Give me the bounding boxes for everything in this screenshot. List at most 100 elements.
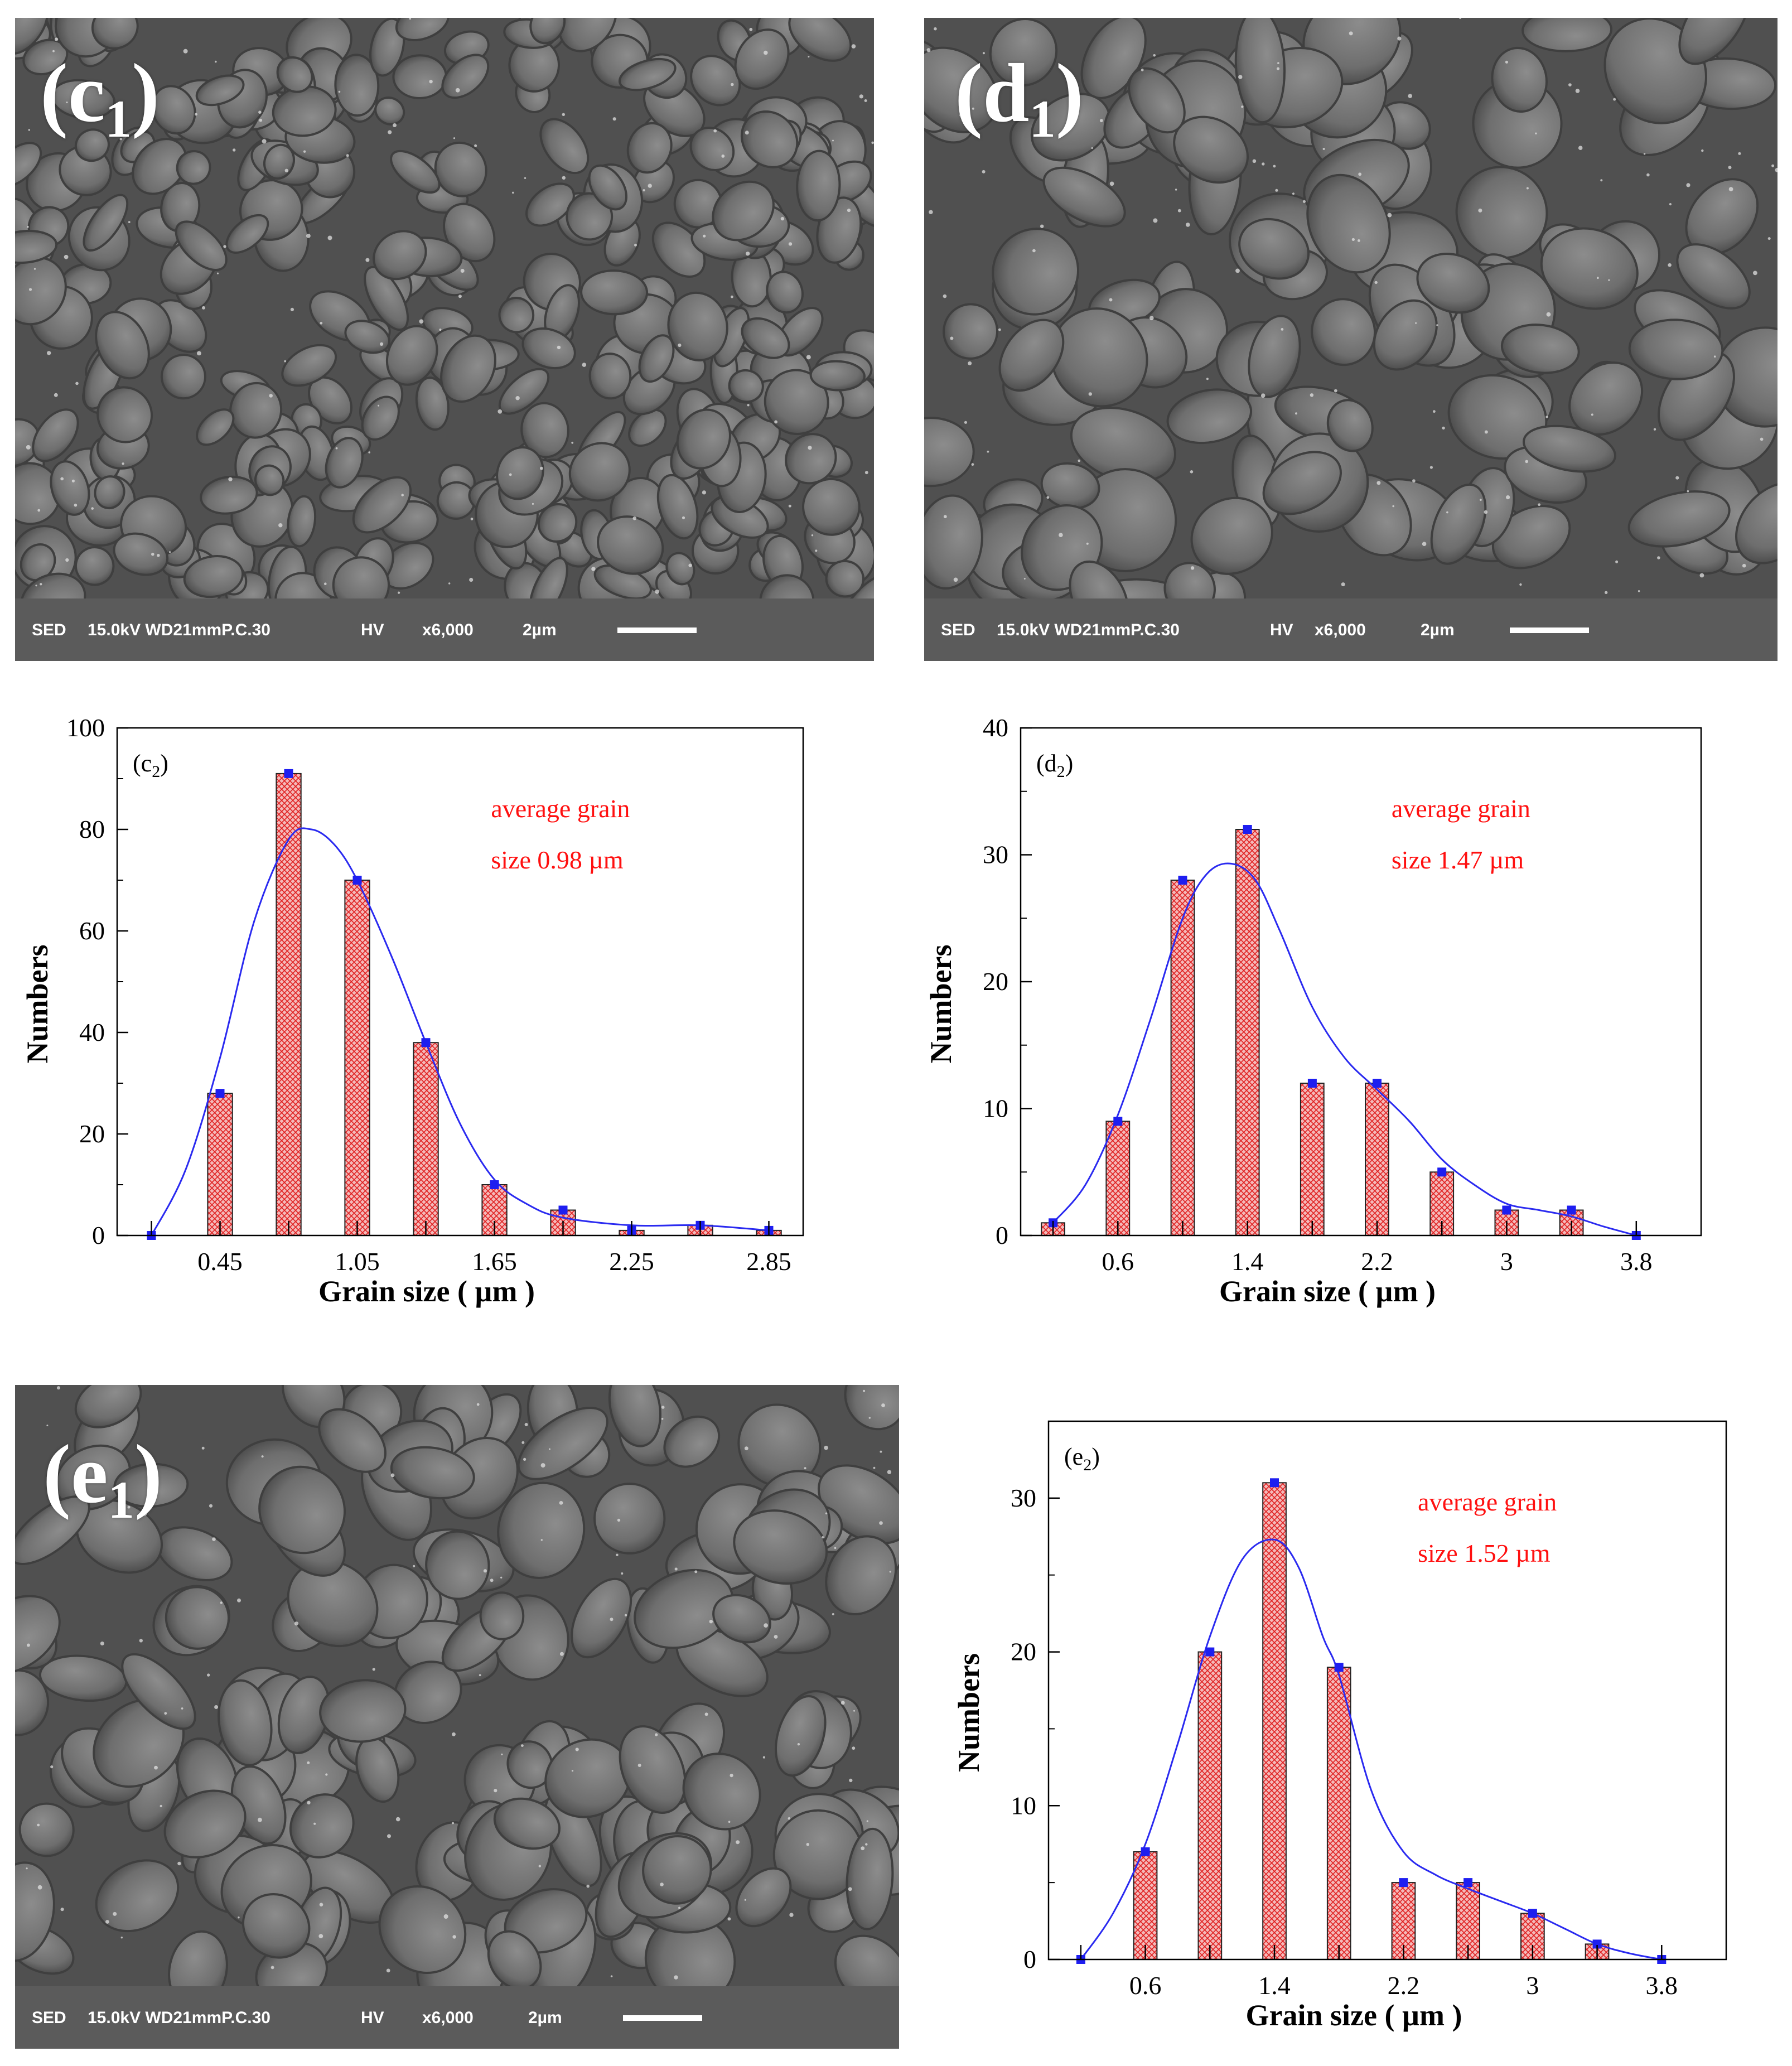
- details-text: 15.0kV WD21mmP.C.30: [88, 621, 271, 639]
- bright-speck: [727, 1917, 731, 1921]
- grain-shape: [94, 475, 125, 510]
- bright-speck: [943, 294, 947, 298]
- bright-speck: [1295, 412, 1297, 415]
- magnification-text: x6,000: [422, 621, 474, 639]
- bright-speck: [1175, 189, 1177, 191]
- grain-shape: [50, 79, 116, 119]
- grain-shape: [281, 344, 337, 387]
- bright-speck: [617, 1518, 621, 1522]
- bright-speck: [521, 1441, 525, 1444]
- grain-shape: [712, 180, 775, 242]
- bright-speck: [501, 1753, 503, 1755]
- grain-shape: [55, 1444, 132, 1511]
- bright-speck: [1206, 378, 1209, 380]
- bright-speck: [294, 1621, 299, 1626]
- bright-speck: [65, 558, 69, 562]
- scale-bar: [617, 627, 697, 633]
- grain-shape: [1311, 298, 1376, 366]
- grain-shape: [676, 408, 731, 470]
- grain-shape: [113, 1462, 189, 1508]
- micrograph-texture: [15, 18, 874, 661]
- bright-speck: [91, 507, 94, 510]
- grain-shape: [1030, 93, 1111, 162]
- panel-label: (c2): [133, 750, 168, 781]
- bright-speck: [1526, 187, 1529, 190]
- bright-speck: [284, 360, 287, 363]
- bright-speck: [721, 155, 725, 158]
- grain-shape: [1523, 424, 1616, 473]
- bright-speck: [1387, 213, 1392, 218]
- bright-speck: [1436, 324, 1438, 326]
- grain-shape: [741, 317, 790, 359]
- annotation-text: size 1.52 µm: [1418, 1539, 1551, 1567]
- grain-shape: [15, 1861, 55, 1962]
- bright-speck: [470, 518, 474, 520]
- bright-speck: [214, 1705, 219, 1709]
- data-marker: [1113, 1117, 1123, 1126]
- bright-speck: [1608, 279, 1610, 281]
- bright-speck: [987, 450, 989, 453]
- bright-speck: [33, 268, 36, 270]
- bright-speck: [378, 404, 380, 407]
- y-tick-label: 0: [1023, 1945, 1036, 1973]
- grain-shape: [667, 291, 728, 361]
- bright-speck: [113, 1911, 117, 1916]
- bright-speck: [632, 516, 637, 520]
- scale-text: 2µm: [523, 621, 557, 639]
- grain-shape: [529, 18, 566, 45]
- bright-speck: [1446, 511, 1448, 514]
- annotation-text: average grain: [1418, 1488, 1557, 1516]
- bright-speck: [154, 1765, 158, 1770]
- bright-speck: [571, 1770, 574, 1772]
- bright-speck: [1376, 481, 1381, 485]
- bright-speck: [100, 1642, 104, 1645]
- chart-svg: 0 10 20 30 0.6 1.4 2.2 3 3.8 Grain size ( µm ) Num…: [952, 1420, 1727, 2032]
- bright-speck: [746, 252, 750, 256]
- grain-shape: [539, 118, 590, 175]
- panel-label: (e2): [1064, 1443, 1100, 1474]
- grain-shape: [352, 476, 412, 534]
- sem-info-bar: SED 15.0kV WD21mmP.C.30 HV x6,000 2µm: [924, 598, 1777, 661]
- bright-speck: [648, 184, 652, 188]
- y-tick-label: 30: [983, 841, 1008, 869]
- bright-speck: [26, 1867, 28, 1870]
- x-axis-label: Grain size ( µm ): [318, 1275, 535, 1308]
- bright-speck: [258, 1817, 262, 1822]
- grain-shape: [1491, 505, 1571, 569]
- bright-speck: [452, 1732, 456, 1736]
- bright-speck: [643, 189, 645, 192]
- bright-speck: [1415, 322, 1417, 324]
- grain-shape: [682, 1753, 761, 1831]
- grain-shape: [91, 18, 139, 50]
- bright-speck: [762, 1756, 765, 1759]
- grain-shape: [1678, 18, 1751, 65]
- bright-speck: [745, 131, 749, 135]
- bright-speck: [562, 113, 565, 116]
- bright-speck: [215, 60, 217, 63]
- grain-shape: [1568, 361, 1644, 436]
- bright-speck: [212, 1537, 216, 1541]
- panel-label-c1: (c1): [40, 47, 160, 148]
- bright-speck: [764, 50, 768, 55]
- grain-shape: [663, 1415, 721, 1468]
- grain-shape: [735, 1867, 792, 1928]
- bright-speck: [26, 445, 31, 450]
- bright-speck: [1349, 31, 1353, 36]
- y-tick-label: 40: [983, 713, 1008, 742]
- bright-speck: [169, 551, 171, 553]
- data-marker: [1178, 876, 1187, 885]
- bright-speck: [1775, 168, 1777, 172]
- data-marker: [558, 1205, 568, 1215]
- bright-speck: [1613, 98, 1616, 101]
- grain-shape: [665, 552, 695, 586]
- bright-speck: [1262, 162, 1265, 166]
- grain-shape: [557, 18, 618, 52]
- panel-label-e1: (e1): [43, 1428, 162, 1529]
- grain-shape: [479, 1591, 525, 1640]
- grain-shape: [196, 408, 235, 446]
- histogram-bar: [344, 880, 370, 1236]
- details-text: 15.0kV WD21mmP.C.30: [997, 621, 1180, 639]
- data-marker: [1205, 1647, 1215, 1657]
- bright-speck: [164, 1712, 167, 1715]
- grain-shape: [160, 354, 206, 400]
